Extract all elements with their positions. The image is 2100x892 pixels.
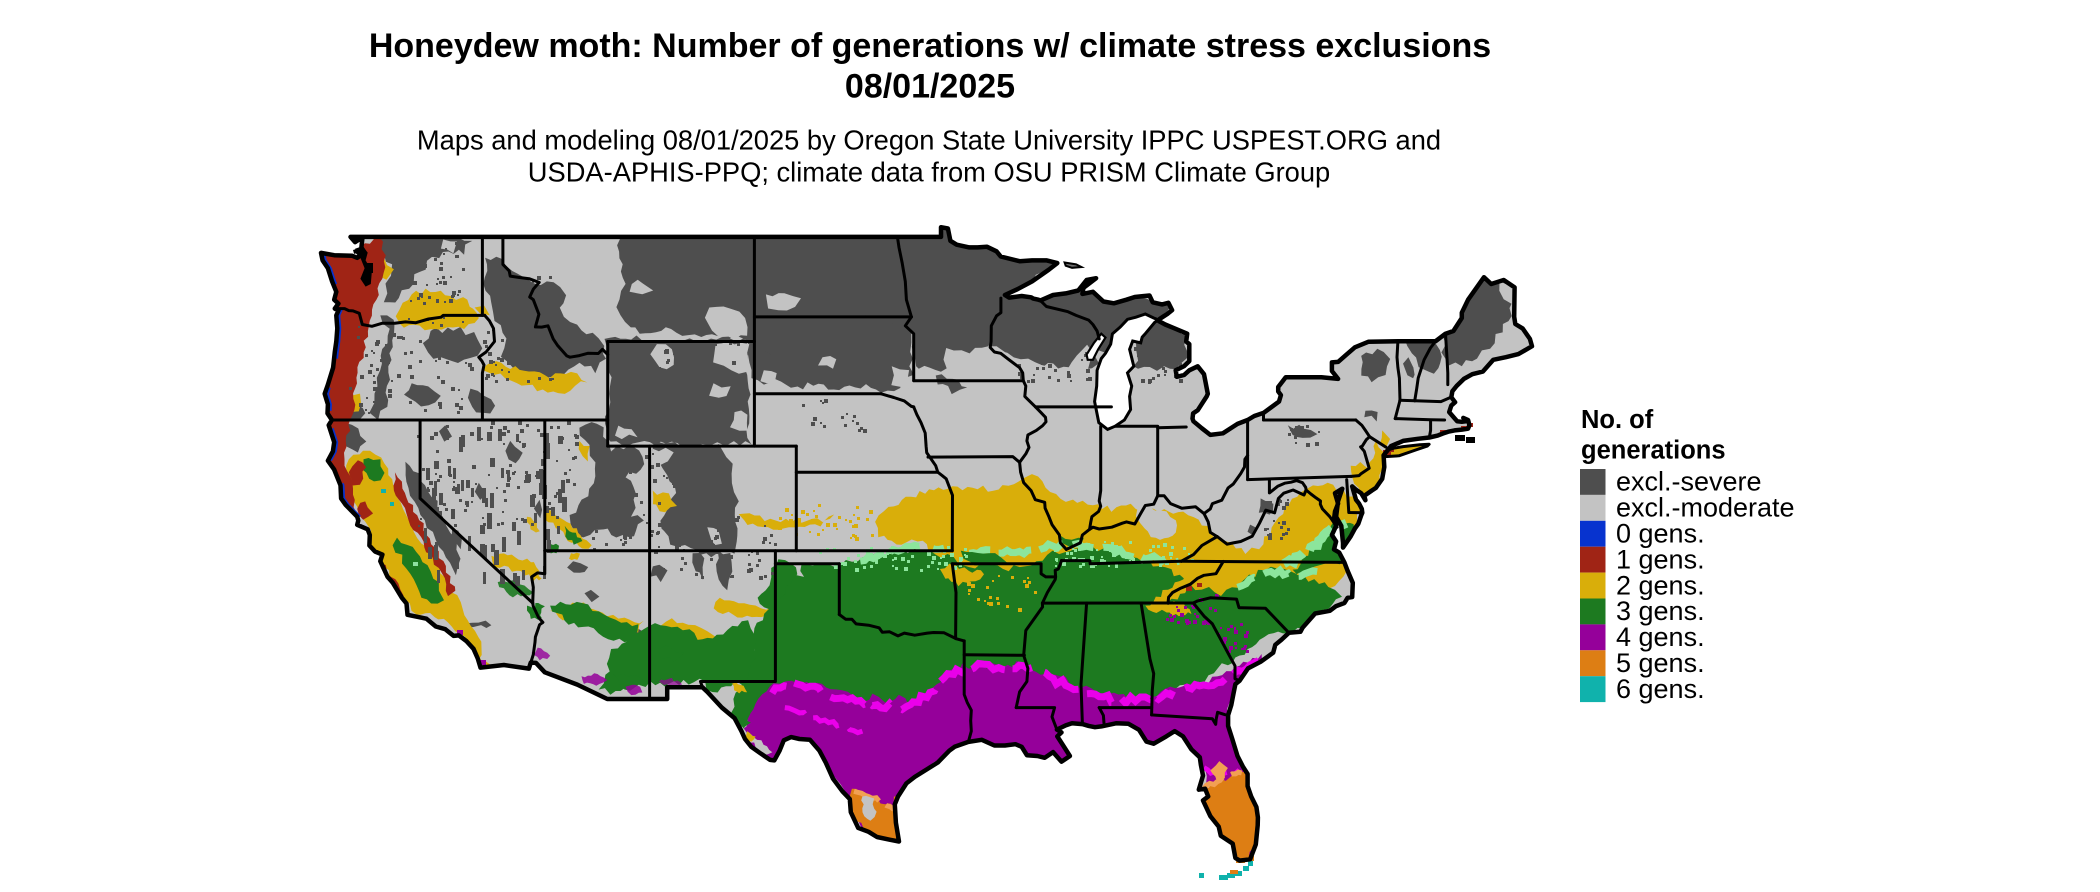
svg-text:1 gens.: 1 gens. <box>1616 544 1705 574</box>
svg-text:Honeydew moth: Number of gener: Honeydew moth: Number of generations w/ … <box>369 27 1491 65</box>
svg-text:3 gens.: 3 gens. <box>1616 596 1705 626</box>
svg-text:Maps and modeling 08/01/2025 b: Maps and modeling 08/01/2025 by Oregon S… <box>417 124 1441 155</box>
svg-text:0 gens.: 0 gens. <box>1616 519 1705 549</box>
svg-text:4 gens.: 4 gens. <box>1616 622 1705 652</box>
svg-text:2 gens.: 2 gens. <box>1616 570 1705 600</box>
svg-text:No. of: No. of <box>1581 406 1654 434</box>
svg-text:excl.-severe: excl.-severe <box>1616 467 1762 497</box>
svg-text:excl.-moderate: excl.-moderate <box>1616 493 1795 523</box>
svg-text:6 gens.: 6 gens. <box>1616 674 1705 704</box>
svg-text:USDA-APHIS-PPQ; climate data f: USDA-APHIS-PPQ; climate data from OSU PR… <box>528 157 1330 188</box>
svg-text:generations: generations <box>1581 437 1726 465</box>
svg-text:5 gens.: 5 gens. <box>1616 648 1705 678</box>
svg-text:08/01/2025: 08/01/2025 <box>845 68 1015 106</box>
